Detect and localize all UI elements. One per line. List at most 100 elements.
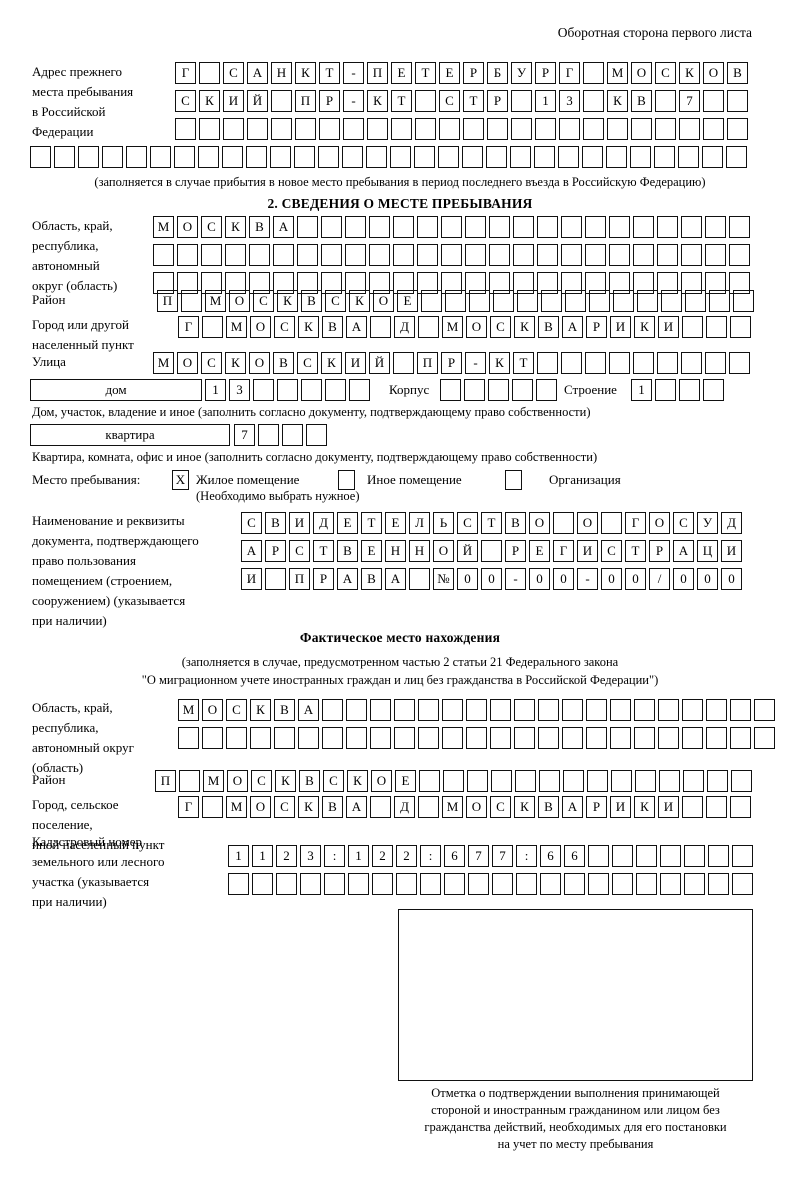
section2-region-row-3[interactable] xyxy=(153,272,750,294)
char-cell[interactable]: Д xyxy=(313,512,334,534)
char-cell[interactable] xyxy=(702,146,723,168)
char-cell[interactable] xyxy=(729,216,750,238)
char-cell[interactable]: С xyxy=(325,290,346,312)
char-cell[interactable] xyxy=(225,272,246,294)
char-cell[interactable]: 0 xyxy=(697,568,718,590)
char-cell[interactable]: 3 xyxy=(300,845,321,867)
char-cell[interactable]: Й xyxy=(457,540,478,562)
char-cell[interactable]: № xyxy=(433,568,454,590)
char-cell[interactable] xyxy=(417,244,438,266)
char-cell[interactable]: 0 xyxy=(529,568,550,590)
char-cell[interactable]: 0 xyxy=(601,568,622,590)
char-cell[interactable] xyxy=(202,796,223,818)
char-cell[interactable]: М xyxy=(203,770,224,792)
char-cell[interactable]: - xyxy=(505,568,526,590)
char-cell[interactable] xyxy=(586,699,607,721)
char-cell[interactable]: К xyxy=(277,290,298,312)
char-cell[interactable]: Д xyxy=(394,796,415,818)
char-cell[interactable]: 0 xyxy=(553,568,574,590)
char-cell[interactable] xyxy=(681,216,702,238)
char-cell[interactable]: С xyxy=(274,316,295,338)
char-cell[interactable] xyxy=(417,272,438,294)
char-cell[interactable]: И xyxy=(721,540,742,562)
char-cell[interactable] xyxy=(370,796,391,818)
char-cell[interactable]: 1 xyxy=(348,845,369,867)
char-cell[interactable]: П xyxy=(295,90,316,112)
char-cell[interactable]: К xyxy=(607,90,628,112)
char-cell[interactable]: Р xyxy=(319,90,340,112)
char-cell[interactable]: С xyxy=(241,512,262,534)
char-cell[interactable] xyxy=(729,244,750,266)
char-cell[interactable]: А xyxy=(562,316,583,338)
previous-address-row-4[interactable] xyxy=(30,146,747,168)
char-cell[interactable]: К xyxy=(225,352,246,374)
char-cell[interactable] xyxy=(246,146,267,168)
char-cell[interactable]: Д xyxy=(394,316,415,338)
char-cell[interactable]: О xyxy=(249,352,270,374)
char-cell[interactable] xyxy=(393,272,414,294)
char-cell[interactable]: К xyxy=(349,290,370,312)
char-cell[interactable] xyxy=(282,424,303,446)
char-cell[interactable]: Е xyxy=(361,540,382,562)
char-cell[interactable] xyxy=(346,699,367,721)
char-cell[interactable]: С xyxy=(601,540,622,562)
char-cell[interactable] xyxy=(654,146,675,168)
char-cell[interactable] xyxy=(466,699,487,721)
char-cell[interactable] xyxy=(201,244,222,266)
char-cell[interactable] xyxy=(517,290,538,312)
char-cell[interactable]: С xyxy=(297,352,318,374)
char-cell[interactable] xyxy=(226,727,247,749)
char-cell[interactable]: 7 xyxy=(492,845,513,867)
char-cell[interactable]: О xyxy=(529,512,550,534)
char-cell[interactable]: И xyxy=(610,796,631,818)
char-cell[interactable] xyxy=(588,845,609,867)
char-cell[interactable] xyxy=(706,727,727,749)
char-cell[interactable]: 1 xyxy=(252,845,273,867)
char-cell[interactable] xyxy=(295,118,316,140)
char-cell[interactable] xyxy=(462,146,483,168)
char-cell[interactable]: К xyxy=(298,796,319,818)
char-cell[interactable] xyxy=(486,146,507,168)
char-cell[interactable] xyxy=(345,216,366,238)
char-cell[interactable] xyxy=(585,352,606,374)
char-cell[interactable]: О xyxy=(202,699,223,721)
char-cell[interactable] xyxy=(684,845,705,867)
char-cell[interactable]: О xyxy=(373,290,394,312)
char-cell[interactable]: М xyxy=(205,290,226,312)
char-cell[interactable] xyxy=(564,873,585,895)
char-cell[interactable] xyxy=(249,272,270,294)
char-cell[interactable]: К xyxy=(347,770,368,792)
char-cell[interactable] xyxy=(273,244,294,266)
char-cell[interactable]: : xyxy=(420,845,441,867)
char-cell[interactable] xyxy=(489,216,510,238)
char-cell[interactable] xyxy=(467,770,488,792)
char-cell[interactable]: О xyxy=(649,512,670,534)
char-cell[interactable]: П xyxy=(417,352,438,374)
char-cell[interactable]: К xyxy=(225,216,246,238)
char-cell[interactable] xyxy=(319,118,340,140)
char-cell[interactable] xyxy=(510,146,531,168)
char-cell[interactable] xyxy=(534,146,555,168)
char-cell[interactable]: 6 xyxy=(444,845,465,867)
stay-option-organization-checkbox[interactable] xyxy=(505,470,522,490)
char-cell[interactable] xyxy=(322,727,343,749)
char-cell[interactable]: Т xyxy=(391,90,412,112)
char-cell[interactable] xyxy=(660,873,681,895)
char-cell[interactable]: 0 xyxy=(721,568,742,590)
char-cell[interactable] xyxy=(324,873,345,895)
char-cell[interactable] xyxy=(294,146,315,168)
char-cell[interactable]: О xyxy=(227,770,248,792)
char-cell[interactable] xyxy=(469,290,490,312)
char-cell[interactable] xyxy=(202,727,223,749)
char-cell[interactable]: М xyxy=(442,316,463,338)
section3-region-row-2[interactable] xyxy=(178,727,775,749)
char-cell[interactable] xyxy=(583,90,604,112)
char-cell[interactable]: О xyxy=(229,290,250,312)
char-cell[interactable] xyxy=(273,272,294,294)
char-cell[interactable] xyxy=(439,118,460,140)
building-number-cells[interactable] xyxy=(440,379,557,401)
previous-address-row-3[interactable] xyxy=(175,118,748,140)
